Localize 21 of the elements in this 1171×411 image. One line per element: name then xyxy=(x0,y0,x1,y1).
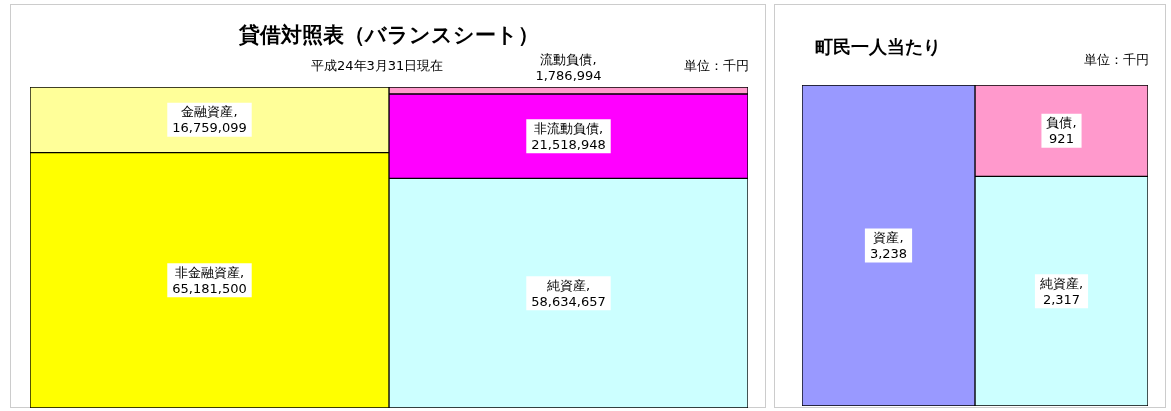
data-label: 2,317 xyxy=(1042,291,1081,307)
chart-subtitle: 平成24年3月31日現在 xyxy=(311,57,444,75)
data-label: 65,181,500 xyxy=(172,280,247,296)
series-label: 純資産, xyxy=(1039,275,1084,291)
data-label: 58,634,657 xyxy=(531,293,606,309)
data-label: 1,786,994 xyxy=(535,68,602,84)
data-label: 3,238 xyxy=(869,245,908,261)
chart-title: 町民一人当たり xyxy=(815,35,941,59)
series-label: 流動負債, xyxy=(540,52,597,68)
series-label: 非金融資産, xyxy=(174,264,245,280)
text: 単位：千円 xyxy=(684,57,749,75)
data-label: 16,759,099 xyxy=(172,120,247,136)
series-label: 資産, xyxy=(873,229,904,245)
series-label: 非流動負債, xyxy=(533,120,604,136)
series-label: 負債, xyxy=(1046,115,1077,131)
text: 単位：千円 xyxy=(1084,51,1149,69)
data-label: 921 xyxy=(1049,131,1074,147)
series-label: 金融資産, xyxy=(181,104,238,120)
chart-title: 貸借対照表（バランスシート） xyxy=(238,22,540,49)
data-label: 21,518,948 xyxy=(531,136,606,152)
series-label: 純資産, xyxy=(546,277,591,293)
